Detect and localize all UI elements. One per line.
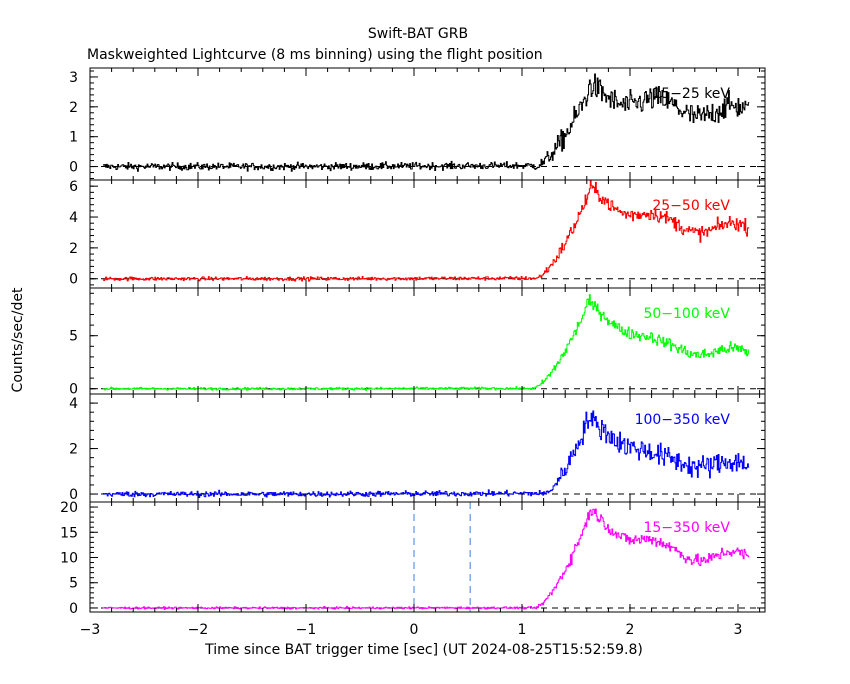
panel-15-350-kev: 0 5 10 15 20 15−350 keV xyxy=(60,500,766,617)
panel-100-350-kev: 0 2 4 100−350 keV xyxy=(69,393,766,503)
y-tick-label: 3 xyxy=(69,70,78,86)
y-tick-label: 5 xyxy=(69,576,78,592)
x-tick-label: −3 xyxy=(80,622,101,638)
chart-subtitle: Maskweighted Lightcurve (8 ms binning) u… xyxy=(87,47,543,63)
y-tick-label: 0 xyxy=(69,272,78,288)
y-tick-label: 2 xyxy=(69,241,78,257)
panel-frame xyxy=(89,501,766,613)
panel-frame xyxy=(89,179,766,289)
x-tick-label: 0 xyxy=(410,622,419,638)
y-tick-label: 15 xyxy=(60,525,78,541)
y-tick-label: 2 xyxy=(69,442,78,458)
y-tick-label: 0 xyxy=(69,382,78,398)
series-label: 100−350 keV xyxy=(635,412,731,428)
series-line xyxy=(102,410,750,498)
y-tick-label: 5 xyxy=(69,329,78,345)
x-axis-label: Time since BAT trigger time [sec] (UT 20… xyxy=(204,642,643,658)
series-line xyxy=(102,73,750,172)
series-line xyxy=(102,508,750,610)
y-axis-label: Counts/sec/det xyxy=(10,287,26,392)
chart-title: Swift-BAT GRB xyxy=(368,26,468,42)
series-label: 50−100 keV xyxy=(643,306,730,322)
panel-50-100-kev: 0 5 50−100 keV xyxy=(69,287,766,398)
y-tick-label: 2 xyxy=(69,100,78,116)
y-tick-label: 1 xyxy=(69,130,78,146)
panel-15-25-kev: 0 1 2 3 15−25 keV xyxy=(69,67,766,181)
series-line xyxy=(102,180,750,282)
series-label: 15−350 keV xyxy=(643,520,730,536)
panel-frame xyxy=(89,393,766,503)
y-tick-label: 6 xyxy=(69,179,78,195)
y-tick-label: 0 xyxy=(69,487,78,503)
y-tick-label: 0 xyxy=(69,601,78,617)
series-line xyxy=(102,294,750,391)
x-tick-label: 3 xyxy=(734,622,743,638)
series-label: 25−50 keV xyxy=(652,198,730,214)
y-tick-label: 4 xyxy=(69,210,78,226)
y-tick-label: 20 xyxy=(60,500,78,516)
x-tick-label: −1 xyxy=(296,622,317,638)
x-tick-label: 2 xyxy=(626,622,635,638)
series-label: 15−25 keV xyxy=(652,86,730,102)
panel-25-50-kev: 0 2 4 6 25−50 keV xyxy=(69,179,766,289)
y-tick-label: 10 xyxy=(60,551,78,567)
y-tick-label: 0 xyxy=(69,160,78,176)
x-tick-label: 1 xyxy=(518,622,527,638)
x-tick-label: −2 xyxy=(188,622,209,638)
y-tick-label: 4 xyxy=(69,396,78,412)
